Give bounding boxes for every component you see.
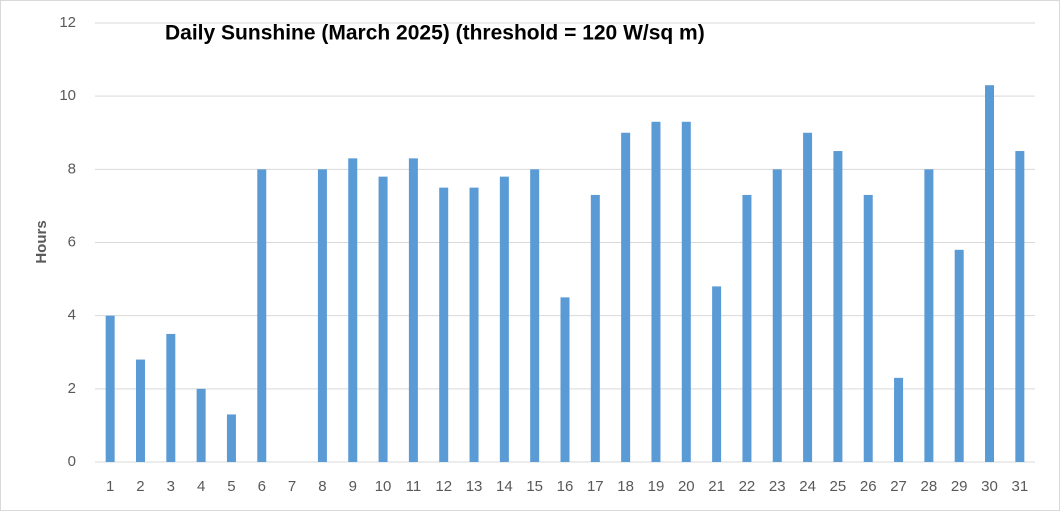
bar	[530, 169, 540, 463]
x-tick-label: 3	[167, 478, 175, 495]
x-tick-label: 15	[526, 478, 543, 495]
x-tick-label: 14	[496, 478, 513, 495]
bar	[196, 388, 206, 462]
x-tick-label: 28	[921, 478, 938, 495]
y-tick-label: 4	[68, 307, 76, 324]
y-tick-label: 8	[68, 160, 76, 177]
y-tick-label: 0	[68, 453, 76, 470]
bar	[257, 169, 267, 463]
x-tick-label: 24	[799, 478, 816, 495]
bar	[105, 315, 115, 462]
bar	[1015, 151, 1025, 462]
bar	[499, 176, 509, 462]
x-tick-label: 13	[466, 478, 483, 495]
x-tick-label: 21	[708, 478, 725, 495]
bar	[894, 377, 904, 462]
bar	[439, 187, 449, 462]
x-tick-label: 18	[617, 478, 634, 495]
x-tick-label: 27	[890, 478, 907, 495]
x-tick-label: 4	[197, 478, 205, 495]
y-tick-label: 12	[59, 14, 76, 31]
bar	[135, 359, 145, 462]
x-tick-label: 19	[648, 478, 665, 495]
bar	[348, 158, 358, 462]
y-tick-label: 6	[68, 233, 76, 250]
x-tick-label: 1	[106, 478, 114, 495]
x-tick-label: 2	[136, 478, 144, 495]
bar	[651, 121, 661, 463]
x-tick-label: 17	[587, 478, 604, 495]
x-tick-label: 23	[769, 478, 786, 495]
bar	[954, 249, 964, 462]
bar	[226, 414, 236, 462]
bar	[469, 187, 479, 462]
bar	[712, 286, 722, 462]
x-tick-label: 29	[951, 478, 968, 495]
bar	[803, 132, 813, 462]
bar	[772, 169, 782, 463]
bar	[408, 158, 418, 462]
chart-title: Daily Sunshine (March 2025) (threshold =…	[165, 22, 705, 45]
x-tick-label: 8	[318, 478, 326, 495]
x-tick-label: 16	[557, 478, 574, 495]
x-tick-label: 25	[830, 478, 847, 495]
y-tick-label: 2	[68, 380, 76, 397]
x-tick-label: 31	[1011, 478, 1028, 495]
bar	[681, 121, 691, 463]
bar	[833, 151, 843, 462]
x-tick-label: 7	[288, 478, 296, 495]
bar	[378, 176, 388, 462]
bar	[863, 194, 873, 463]
x-tick-label: 9	[349, 478, 357, 495]
bar	[317, 169, 327, 463]
x-tick-label: 10	[375, 478, 392, 495]
y-tick-label: 10	[59, 87, 76, 104]
x-tick-label: 5	[227, 478, 235, 495]
bar	[590, 194, 600, 463]
bar	[924, 169, 934, 463]
x-tick-label: 22	[739, 478, 756, 495]
x-tick-label: 26	[860, 478, 877, 495]
bar	[560, 297, 570, 462]
x-tick-label: 20	[678, 478, 695, 495]
bar	[621, 132, 631, 462]
x-tick-label: 12	[435, 478, 452, 495]
bar	[166, 333, 176, 462]
x-tick-label: 11	[406, 478, 422, 495]
x-tick-label: 6	[258, 478, 266, 495]
bar	[742, 194, 752, 463]
bar	[985, 85, 995, 463]
x-tick-label: 30	[981, 478, 998, 495]
y-axis-title: Hours	[33, 220, 50, 263]
